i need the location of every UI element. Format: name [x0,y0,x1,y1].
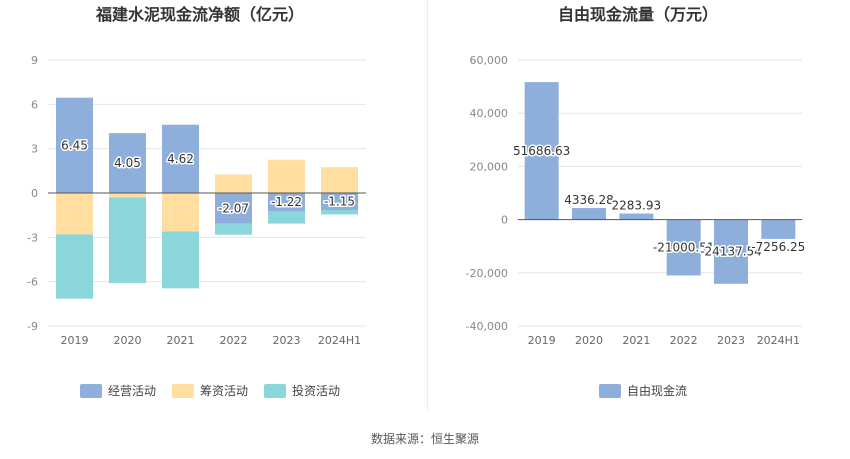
data-label-halo: -24137.54 [700,245,762,259]
free-cash-flow-chart: 自由现金流量（万元） 60,000 40,000 20,000 0 -20,000 -40… [466,5,807,398]
data-label-halo: 4.62 [167,152,194,166]
y-tick-label: 20,000 [470,160,509,173]
bar [162,193,199,232]
x-tick-label: 2021 [167,334,195,347]
y-tick-label: -40,000 [466,320,508,333]
panel-divider [427,0,428,410]
y-tick-label: 60,000 [470,54,509,67]
x-tick-label: 2022 [670,334,698,347]
y-tick-label: 9 [31,54,38,67]
y-tick-label: -9 [27,320,38,333]
legend-label: 筹资活动 [200,384,248,398]
legend-swatch [80,384,102,398]
data-label: -2.07 [218,201,249,215]
bar [321,167,358,193]
x-tick-label: 2020 [114,334,142,347]
bar [215,223,252,235]
bar [666,219,701,276]
bar [109,133,146,193]
data-label-halo: -1.15 [324,194,355,208]
data-label: 6.45 [61,138,88,152]
chart-title: 福建水泥现金流净额（亿元） [95,5,304,24]
data-label: -1.15 [324,194,355,208]
y-tick-label: 3 [31,143,38,156]
bar [56,97,93,193]
bar [268,211,305,224]
data-label: -24137.54 [700,245,762,259]
data-label-halo: -2.07 [218,201,249,215]
data-label-halo: 2283.93 [612,199,662,213]
data-label: -7256.25 [751,240,805,254]
bar [268,159,305,193]
data-label-halo: 4.05 [114,156,141,170]
x-tick-label: 2019 [61,334,89,347]
bar [109,193,146,198]
bar [321,209,358,215]
data-label-halo: 51686.63 [513,144,570,158]
bar [162,124,199,193]
bar [162,231,199,289]
x-tick-label: 2024H1 [318,334,361,347]
legend-label: 自由现金流 [627,383,687,398]
bar [321,193,358,210]
cash-flow-net-chart: 福建水泥现金流净额（亿元） 9 6 3 0 -3 -6 -9 2019 2020 2021 2022… [27,5,366,398]
bar [572,208,606,220]
x-tick-label: 2023 [273,334,301,347]
legend-swatch [599,384,621,398]
data-label-halo: -21000.51 [653,241,715,255]
bar [761,219,796,239]
data-label: -1.22 [271,195,302,209]
bar [215,193,252,224]
bar [524,82,559,220]
data-label: 4.62 [167,152,194,166]
x-tick-label: 2019 [528,334,556,347]
y-tick-label: -3 [27,231,38,244]
chart-title: 自由现金流量（万元） [558,5,718,24]
bar [56,193,93,235]
legend-label: 投资活动 [292,383,340,398]
bar [109,197,146,284]
data-label: 4336.28 [564,193,614,207]
y-tick-label: 40,000 [470,107,509,120]
legend-swatch [172,384,194,398]
legend-label: 经营活动 [108,384,156,398]
y-tick-label: 0 [501,214,508,227]
data-label-halo: 4336.28 [564,193,614,207]
x-tick-label: 2020 [575,334,603,347]
data-label: 4.05 [114,156,141,170]
x-tick-label: 2021 [622,334,650,347]
bar [619,213,654,220]
data-label: 2283.93 [612,199,662,213]
y-tick-label: -20,000 [466,267,508,280]
bar [714,219,748,284]
bar [215,174,252,193]
x-tick-label: 2024H1 [757,334,800,347]
data-source: 数据来源：恒生聚源 [370,432,479,446]
data-label-halo: -7256.25 [751,240,805,254]
bar [56,234,93,299]
data-label: 51686.63 [513,144,570,158]
data-label-halo: -1.22 [271,195,302,209]
data-label: -21000.51 [653,241,715,255]
y-tick-label: -6 [27,276,38,289]
bar [268,193,305,212]
y-tick-label: 6 [31,98,38,111]
y-tick-label: 0 [31,187,38,200]
x-tick-label: 2023 [717,334,745,347]
x-tick-label: 2022 [220,334,248,347]
data-label-halo: 6.45 [61,138,88,152]
legend-swatch [264,384,286,398]
